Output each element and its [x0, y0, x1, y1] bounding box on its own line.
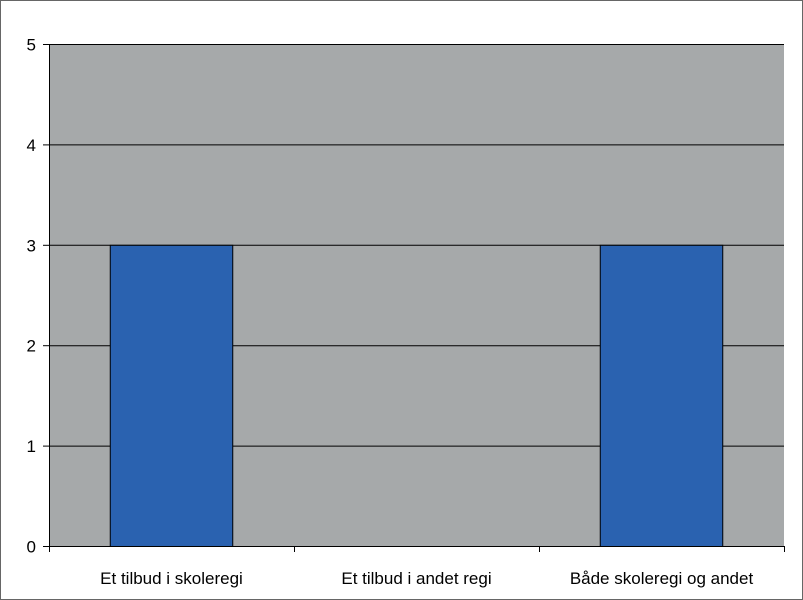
x-tick-label-2: Et tilbud i andet regi	[341, 569, 491, 588]
y-tick-label-4: 4	[27, 136, 36, 155]
bar-1	[109, 244, 234, 548]
y-tick-label-1: 1	[27, 437, 36, 456]
x-tick-labels: Et tilbud i skoleregi Et tilbud i andet r…	[100, 569, 753, 588]
x-tick-label-3: Både skoleregi og andet	[570, 569, 754, 588]
bar-3	[599, 244, 724, 548]
x-tick-label-1: Et tilbud i skoleregi	[100, 569, 243, 588]
bars	[109, 244, 724, 548]
y-tick-label-5: 5	[27, 36, 36, 55]
y-tick-label-2: 2	[27, 337, 36, 356]
y-tick-label-0: 0	[27, 538, 36, 557]
axes	[43, 44, 785, 552]
y-tick-labels: 0 1 2 3 4 5	[27, 36, 36, 557]
y-tick-label-3: 3	[27, 236, 36, 255]
